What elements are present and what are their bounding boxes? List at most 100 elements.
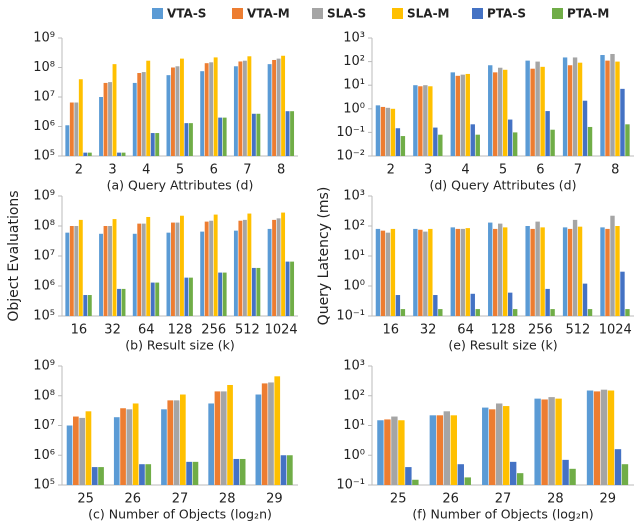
- bar: [433, 295, 438, 316]
- bar: [450, 227, 455, 316]
- bar: [428, 86, 433, 156]
- bar: [209, 62, 214, 156]
- bar: [562, 57, 568, 156]
- bar: [184, 123, 189, 156]
- y-tick-label: 10⁸: [33, 388, 55, 403]
- bar: [577, 62, 583, 156]
- bar: [384, 419, 391, 485]
- bar: [600, 389, 608, 485]
- bar: [233, 66, 238, 156]
- y-tick-label: 10⁻¹: [336, 309, 365, 324]
- x-tick-label: 26: [125, 492, 142, 507]
- bar: [267, 228, 272, 316]
- bar: [204, 221, 209, 316]
- legend-label: PTA-S: [487, 7, 526, 21]
- bar: [460, 74, 465, 156]
- bar: [117, 152, 121, 156]
- bar: [572, 57, 578, 156]
- bar: [464, 477, 471, 485]
- bar: [438, 134, 443, 156]
- bar: [220, 391, 227, 485]
- bar: [475, 309, 480, 316]
- x-tick-label: 25: [390, 492, 407, 507]
- bar: [489, 409, 496, 485]
- x-tick-label: 128: [491, 323, 516, 338]
- y-tick-label: 10⁰: [343, 101, 365, 116]
- bar: [146, 60, 151, 157]
- x-tick-label: 28: [547, 492, 564, 507]
- x-tick-label: 4: [142, 163, 150, 178]
- bar: [78, 219, 83, 316]
- bar: [209, 220, 214, 316]
- bar: [290, 261, 295, 316]
- legend-label: PTA-M: [567, 7, 609, 21]
- bar: [281, 55, 286, 156]
- bar: [562, 227, 568, 316]
- y-tick-label: 10⁸: [33, 60, 55, 75]
- bar: [242, 60, 247, 157]
- bar: [493, 72, 498, 156]
- bar: [213, 214, 218, 316]
- bar: [255, 394, 262, 485]
- bar: [428, 228, 433, 316]
- bar: [450, 415, 457, 485]
- bar: [535, 61, 540, 156]
- bar: [610, 215, 615, 316]
- y-tick-label: 10²: [343, 54, 365, 69]
- y-tick-label: 10⁶: [33, 448, 55, 463]
- bar: [541, 399, 548, 485]
- y-tick-label: 10⁷: [33, 249, 55, 264]
- bar: [276, 218, 281, 316]
- bar: [385, 232, 391, 316]
- bar: [69, 226, 74, 316]
- x-tick-label: 128: [168, 323, 193, 338]
- bar: [112, 219, 117, 316]
- x-tick-label: 1024: [599, 323, 632, 338]
- bar: [233, 458, 240, 485]
- bar: [87, 152, 92, 156]
- x-tick-label: 256: [201, 323, 226, 338]
- bar: [91, 467, 98, 485]
- y-tick-label: 10⁻²: [336, 149, 365, 164]
- bar: [488, 65, 493, 156]
- bar: [620, 88, 625, 156]
- x-tick-label: 7: [574, 163, 582, 178]
- bar: [493, 228, 498, 316]
- bar: [615, 61, 620, 156]
- y-tick-label: 10³: [343, 359, 365, 374]
- bar: [256, 267, 261, 316]
- bar: [112, 64, 117, 156]
- y-tick-label: 10⁻¹: [336, 478, 365, 493]
- bar: [455, 228, 460, 316]
- bar: [285, 111, 290, 156]
- bar: [625, 124, 630, 156]
- bar: [377, 420, 384, 485]
- bar: [180, 215, 184, 316]
- legend-swatch: [392, 8, 403, 19]
- bar: [121, 288, 126, 316]
- bar: [625, 309, 630, 316]
- bar: [555, 398, 562, 485]
- x-tick-label: 5: [499, 163, 507, 178]
- subtitle: (a) Query Attributes (d): [107, 178, 254, 193]
- bar: [433, 127, 438, 156]
- x-tick-label: 64: [457, 323, 474, 338]
- bar: [545, 111, 550, 156]
- bar: [98, 467, 104, 485]
- bar: [600, 227, 605, 316]
- bar: [577, 226, 583, 316]
- bar: [620, 271, 625, 316]
- bar: [503, 406, 510, 485]
- bar: [272, 59, 277, 156]
- bar: [167, 400, 174, 485]
- bar: [65, 232, 70, 316]
- bar: [150, 282, 155, 316]
- bar: [503, 69, 508, 156]
- bar: [74, 102, 79, 156]
- bar: [450, 72, 455, 156]
- y-tick-label: 10¹: [343, 418, 365, 433]
- y-tick-label: 10¹: [343, 249, 365, 264]
- bar: [385, 107, 391, 156]
- x-tick-label: 32: [104, 323, 121, 338]
